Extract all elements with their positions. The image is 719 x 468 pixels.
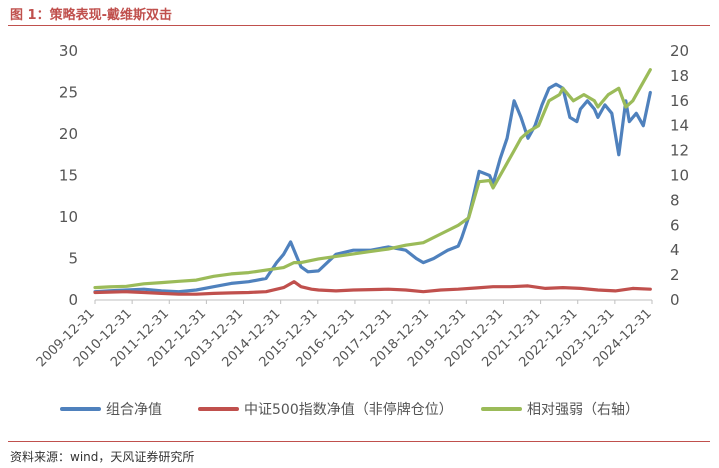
y-right-tick-label: 6 <box>670 216 680 234</box>
title-rule <box>8 25 710 26</box>
y-right-tick-label: 18 <box>670 67 689 85</box>
y-left-tick-label: 0 <box>68 291 78 309</box>
y-right-tick-label: 16 <box>670 92 689 110</box>
y-left-tick-label: 5 <box>68 250 78 268</box>
y-right-tick-label: 2 <box>670 266 680 284</box>
series-line-1 <box>93 280 652 296</box>
y-left-tick-label: 30 <box>59 42 78 60</box>
legend-label-1: 中证500指数净值（非停牌仓位） <box>244 401 453 418</box>
series-line-0 <box>93 82 652 294</box>
legend-label-0: 组合净值 <box>106 402 162 418</box>
y-right-tick-label: 20 <box>670 42 689 60</box>
y-right-tick-label: 10 <box>670 167 689 185</box>
legend-label-2: 相对强弱（右轴） <box>527 402 639 418</box>
source-note: 资料来源：wind，天风证券研究所 <box>10 450 195 464</box>
footer-rule <box>8 441 710 442</box>
y-right-tick-label: 4 <box>670 241 680 259</box>
y-left-tick-label: 25 <box>59 84 78 102</box>
y-right-tick-label: 12 <box>670 142 689 160</box>
series-line-2 <box>93 68 652 290</box>
y-left-tick-label: 15 <box>59 167 78 185</box>
figure-title: 图 1：策略表现-戴维斯双击 <box>10 8 172 23</box>
y-right-tick-label: 8 <box>670 191 680 209</box>
y-left-tick-label: 10 <box>59 208 78 226</box>
y-left-tick-label: 20 <box>59 125 78 143</box>
y-right-tick-label: 0 <box>670 291 680 309</box>
y-right-tick-label: 14 <box>670 117 689 135</box>
